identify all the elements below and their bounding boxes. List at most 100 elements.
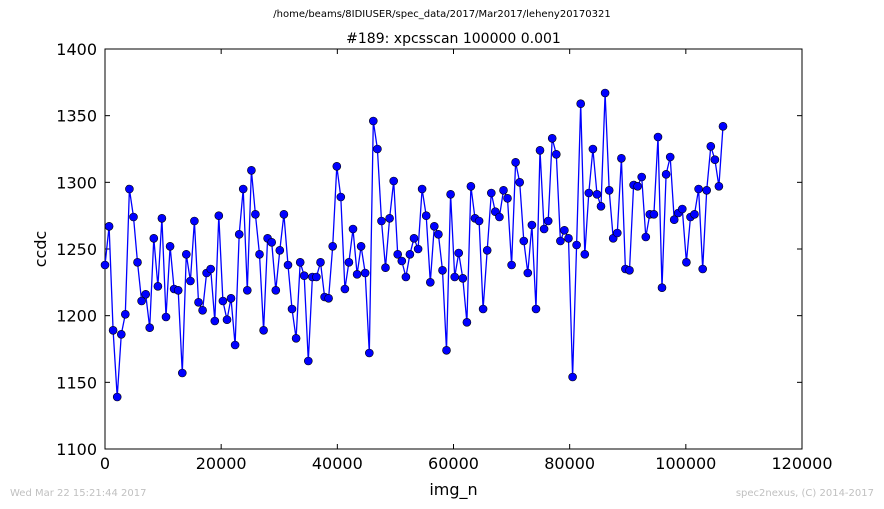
data-point [344, 257, 354, 267]
data-point [462, 317, 472, 327]
data-point [677, 204, 687, 214]
data-point [121, 309, 130, 319]
data-point [173, 285, 183, 295]
data-point [389, 176, 399, 186]
data-point [259, 325, 268, 335]
data-point [405, 250, 415, 259]
data-point [299, 271, 309, 281]
data-point [385, 214, 394, 223]
data-point [393, 250, 403, 259]
data-point [104, 222, 114, 231]
data-point [633, 182, 642, 191]
data-point [413, 244, 423, 254]
axis-tick-labels: 0 20000 40000 60000 80000 100000 120000 1100 115… [56, 40, 832, 473]
data-point [596, 202, 606, 211]
y-tick-label: 1200 [56, 307, 97, 326]
data-point [368, 116, 378, 126]
data-point [186, 276, 195, 286]
data-point [328, 242, 338, 251]
data-point [694, 184, 703, 194]
data-point [600, 88, 610, 98]
data-point [657, 283, 667, 293]
data-point [584, 188, 594, 198]
x-tick-label: 100000 [655, 454, 716, 473]
data-point [523, 268, 533, 278]
data-point [641, 232, 651, 242]
data-point [665, 152, 675, 162]
data-point [397, 256, 407, 266]
data-point [442, 345, 451, 355]
data-point [511, 158, 520, 167]
data-point [706, 142, 716, 151]
data-point [251, 210, 260, 219]
data-point [275, 246, 285, 255]
series-markers [100, 88, 728, 402]
data-point [434, 230, 443, 239]
data-point [182, 250, 191, 259]
data-point [303, 356, 313, 366]
data-point [649, 210, 659, 219]
footer-credit: spec2nexus, (C) 2014-2017 [735, 488, 874, 499]
data-point [531, 304, 541, 314]
data-point [279, 210, 289, 219]
data-point [556, 236, 565, 246]
x-axis-label: img_n [429, 480, 477, 500]
data-point [283, 260, 293, 270]
data-point [474, 216, 484, 226]
data-point [539, 224, 549, 234]
data-point [564, 234, 573, 243]
y-tick-label: 1150 [56, 373, 97, 392]
data-point [543, 216, 553, 226]
data-point [519, 236, 529, 246]
data-point [446, 190, 455, 199]
data-point [381, 263, 390, 273]
footer-timestamp: Wed Mar 22 15:21:44 2017 [10, 488, 147, 499]
data-point [108, 325, 118, 335]
y-tick-label: 1350 [56, 107, 97, 126]
data-point [271, 285, 281, 295]
data-point [482, 246, 492, 255]
data-point [324, 293, 333, 303]
data-point [373, 144, 382, 154]
data-point [527, 220, 537, 230]
data-point [364, 348, 374, 358]
data-point [669, 215, 679, 224]
data-point [149, 234, 159, 243]
data-point [243, 285, 252, 295]
data-point [255, 250, 264, 259]
data-point [295, 257, 305, 267]
data-point [612, 228, 622, 238]
data-point [458, 273, 468, 283]
y-tick-label: 1400 [56, 40, 97, 59]
data-point [352, 269, 362, 279]
data-point [486, 188, 496, 198]
axis-ticks [104, 48, 803, 450]
data-point [547, 134, 557, 143]
data-point [495, 212, 504, 222]
x-tick-label: 0 [100, 454, 110, 473]
data-point [316, 257, 325, 267]
data-point [206, 264, 215, 274]
data-point [466, 182, 476, 191]
data-point [718, 122, 728, 131]
data-point [214, 211, 224, 220]
data-point [690, 210, 699, 219]
data-point [218, 296, 228, 306]
data-point [588, 144, 598, 154]
data-point [535, 146, 545, 155]
data-point [129, 212, 138, 222]
data-point [625, 265, 634, 275]
y-tick-label: 1250 [56, 240, 97, 259]
figure-path-title: /home/beams/8IDIUSER/spec_data/2017/Mar2… [273, 9, 611, 20]
data-point [291, 333, 301, 343]
data-point [653, 132, 663, 142]
chart-title: #189: xpcsscan 100000 0.001 [346, 31, 561, 47]
data-point [417, 184, 427, 194]
data-point [401, 272, 411, 282]
data-point [247, 166, 256, 175]
data-point [507, 260, 516, 270]
x-tick-label: 60000 [428, 454, 479, 473]
data-point [503, 194, 512, 203]
data-point [572, 240, 581, 250]
